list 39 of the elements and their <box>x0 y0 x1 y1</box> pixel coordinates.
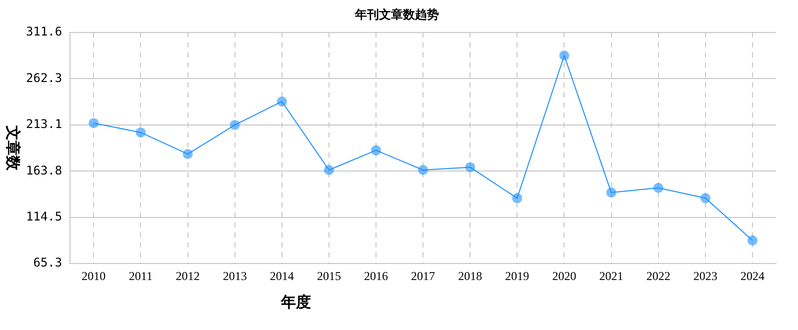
point <box>371 145 382 156</box>
point <box>512 193 522 204</box>
point <box>559 50 570 60</box>
point <box>88 118 99 128</box>
x-tick-label: 2016 <box>364 268 388 283</box>
y-axis-title: 文章数 <box>4 124 22 172</box>
point <box>182 149 193 160</box>
point <box>747 235 758 246</box>
y-tick-label: 114.5 <box>26 210 62 224</box>
point <box>653 182 664 193</box>
x-tick-label: 2017 <box>411 268 436 283</box>
point <box>324 165 334 176</box>
y-tick-label: 65.3 <box>33 256 62 270</box>
x-tick-label: 2012 <box>176 268 200 283</box>
y-tick-label: 262.3 <box>26 70 62 85</box>
x-tick-label: 2019 <box>505 268 530 283</box>
x-tick-label: 2018 <box>458 268 482 283</box>
point <box>418 165 428 176</box>
x-tick-label: 2010 <box>82 268 106 283</box>
x-tick-label: 2020 <box>552 268 576 283</box>
point <box>136 127 146 138</box>
point <box>465 162 476 172</box>
x-tick-label: 2022 <box>646 268 670 283</box>
x-tick-label: 2024 <box>740 268 764 283</box>
x-tick-label: 2021 <box>599 268 624 283</box>
x-axis-title: 年度 <box>280 292 312 311</box>
point <box>230 120 240 130</box>
point <box>606 188 616 198</box>
chart-title: 年刊文章数趋势 <box>354 7 439 22</box>
x-tick-label: 2015 <box>316 268 341 283</box>
x-tick-label: 2011 <box>128 268 152 283</box>
x-tick-label: 2023 <box>693 268 718 283</box>
x-tick-label: 2014 <box>270 268 294 283</box>
y-tick-label: 311.6 <box>26 24 62 39</box>
x-tick-label: 2013 <box>222 268 247 283</box>
point <box>700 193 710 204</box>
y-tick-label: 213.1 <box>26 116 62 131</box>
point <box>276 96 287 106</box>
y-tick-label: 163.8 <box>26 163 62 178</box>
